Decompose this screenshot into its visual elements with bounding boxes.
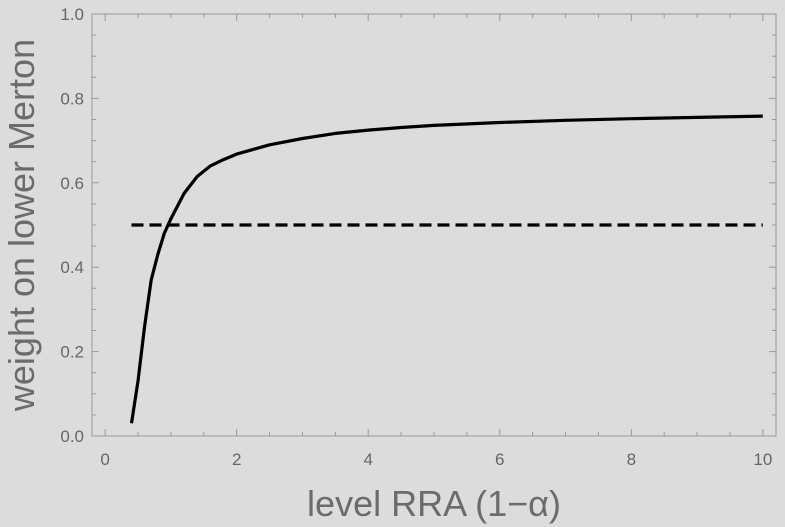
x-axis-title: level RRA (1−α) (307, 483, 561, 524)
y-tick-label: 0.0 (60, 427, 84, 446)
x-tick-label: 6 (495, 450, 504, 469)
x-tick-label: 0 (100, 450, 109, 469)
y-tick-label: 0.2 (60, 343, 84, 362)
y-tick-label: 1.0 (60, 5, 84, 24)
x-tick-label: 10 (753, 450, 772, 469)
y-tick-label: 0.4 (60, 258, 84, 277)
y-axis-ticks: 0.0 0.2 0.4 0.6 0.8 1.0 (60, 5, 776, 446)
x-tick-label: 4 (363, 450, 372, 469)
solid-weight-curve (129, 114, 763, 424)
y-axis-title: weight on lower Merton (1, 39, 42, 412)
x-tick-label: 2 (232, 450, 241, 469)
y-tick-label: 0.6 (60, 174, 84, 193)
x-axis-ticks: 0 2 4 6 8 10 (100, 14, 772, 469)
x-tick-label: 8 (627, 450, 636, 469)
y-tick-label: 0.8 (60, 89, 84, 108)
series-layer (129, 114, 763, 424)
